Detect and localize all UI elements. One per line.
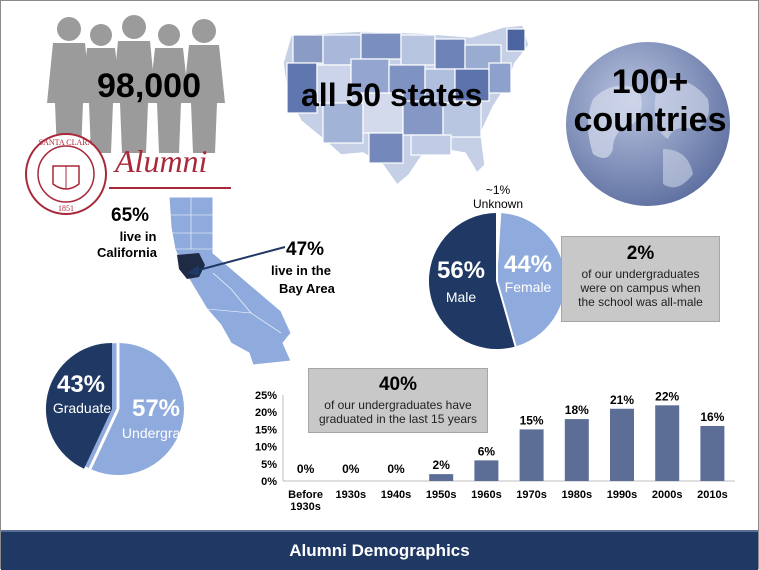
alumni-count: 98,000 [97,67,201,105]
bar [700,425,725,481]
x-tick-label: 1930s [290,501,321,513]
x-tick-label: Before [288,489,323,501]
y-tick-label: 15% [255,424,277,436]
bar-data-label: 0% [342,462,360,476]
x-tick-label: 1980s [562,489,593,501]
bar-data-label: 15% [520,413,544,427]
y-tick-label: 0% [261,476,277,488]
seal-year: 1851 [58,204,74,213]
states-stat: all 50 states [301,77,483,113]
bar-data-label: 0% [297,462,315,476]
bar [564,419,589,481]
gender-unknown-pct: ~1% [485,183,511,197]
footer-title: Alumni Demographics [289,541,470,560]
people-silhouettes-image [47,15,225,153]
gender-pie-chart [428,212,565,349]
bar-data-label: 6% [478,444,496,458]
california-label-line2: California [97,245,157,260]
us-map-image [282,24,530,187]
degree-undergrad-pct: 57% [131,395,181,422]
x-tick-label: 1960s [471,489,502,501]
alumni-underline [109,187,231,189]
bar-data-label: 0% [387,462,405,476]
university-seal-logo: SANTA CLARA 1851 [25,133,107,215]
gender-male-pct: 56% [436,257,486,284]
bar [474,460,499,481]
countries-stat-line2: countries [573,101,727,139]
california-label-line1: live in [119,229,157,244]
california-pct: 65% [111,205,150,226]
bay-area-arrow [187,246,286,276]
gender-female-label: Female [504,279,552,295]
bar-data-label: 16% [700,410,724,424]
x-tick-label: 2000s [652,489,683,501]
y-tick-label: 25% [255,390,277,402]
countries-stat-line1: 100+ [611,63,689,101]
graduation-decade-bar-chart: 0%5%10%15%20%25%0%Before1930s0%1930s0%19… [255,389,735,513]
all-male-note-box: 2% of our undergraduates were on campus … [561,236,720,322]
gender-male-slice [428,213,516,349]
bar [610,408,634,481]
x-tick-label: 1970s [516,489,547,501]
bay-area-pct: 47% [286,239,325,260]
x-tick-label: 2010s [697,489,728,501]
gender-unknown-slice [497,212,502,281]
x-tick-label: 1940s [381,489,412,501]
all-male-note-line1: of our undergraduates [581,267,700,281]
y-tick-label: 5% [261,459,277,471]
bar [655,405,680,481]
gender-unknown-label: Unknown [472,197,524,211]
footer-banner: Alumni Demographics [1,530,758,570]
recent-grads-note-pct: 40% [378,374,418,395]
x-tick-label: 1930s [336,489,367,501]
degree-undergrad-label: Undergrad [121,425,189,441]
bar [429,474,454,481]
bar-data-label: 22% [655,389,679,403]
globe-image [566,42,730,206]
all-male-note-line3: the school was all-male [578,295,703,309]
x-tick-label: 1950s [426,489,457,501]
degree-graduate-label: Graduate [52,400,112,416]
all-male-note-line2: were on campus when [580,281,701,295]
bay-area-label-line1: live in the [271,263,331,278]
alumni-script-logo: Alumni [115,143,208,179]
degree-pie-chart [45,342,184,475]
california-map-image [168,196,292,366]
bar-data-label: 21% [610,393,634,407]
bar-data-label: 18% [565,403,589,417]
bay-area-label-line2: Bay Area [279,281,335,296]
seal-text: SANTA CLARA [39,138,94,147]
y-tick-label: 20% [255,407,277,419]
degree-graduate-pct: 43% [56,371,106,398]
recent-grads-note-line2: graduated in the last 15 years [318,412,478,426]
gender-male-label: Male [445,289,477,305]
bar [519,429,544,481]
all-male-note-pct: 2% [626,243,655,264]
recent-grads-note-line1: of our undergraduates have [324,398,472,412]
y-tick-label: 10% [255,442,277,454]
bar-data-label: 2% [433,458,451,472]
recent-grads-note-box: 40% of our undergraduates have graduated… [308,368,488,433]
degree-graduate-slice [45,342,112,469]
gender-female-pct: 44% [503,251,553,278]
x-tick-label: 1990s [607,489,638,501]
